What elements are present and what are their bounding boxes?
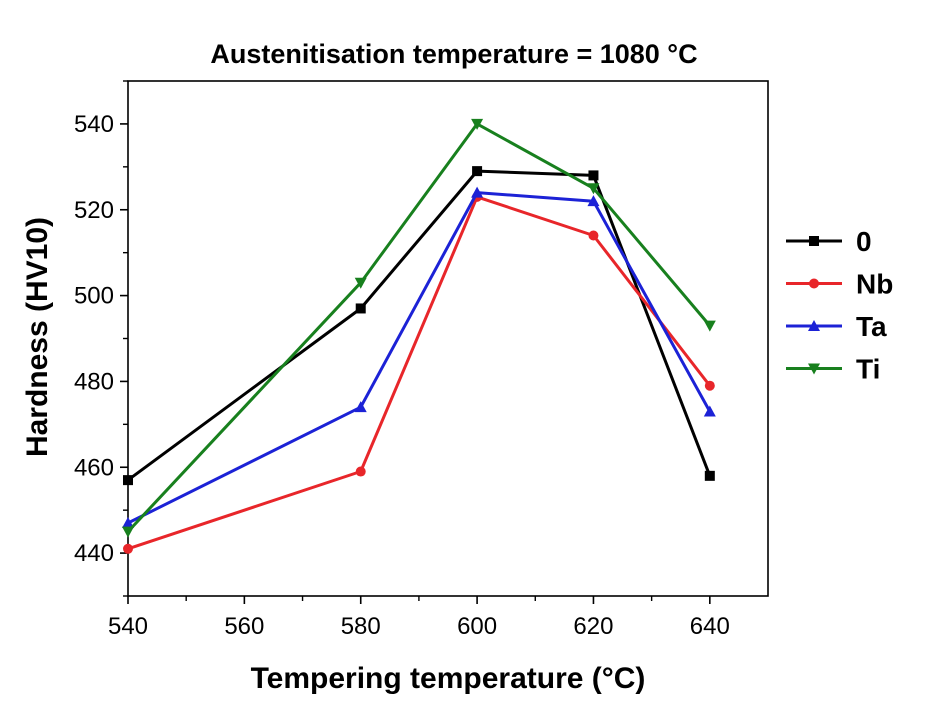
data-point-nb — [588, 230, 599, 241]
legend-marker — [808, 363, 820, 375]
data-point-0 — [123, 475, 133, 486]
x-tick-label: 600 — [457, 613, 497, 640]
y-tick-label: 500 — [74, 283, 114, 310]
data-point-nb — [123, 543, 133, 554]
x-axis-label: Tempering temperature (°C) — [251, 662, 646, 695]
legend-label: Ti — [856, 354, 880, 385]
series-line-ta — [127, 191, 712, 525]
legend-marker — [808, 320, 820, 331]
data-point-0 — [355, 303, 366, 314]
x-axis: 540 560 580 600 620 640 — [108, 596, 730, 640]
data-point-ti — [703, 320, 716, 332]
data-point-nb — [355, 466, 366, 477]
legend: 0 Nb Ta Ti — [786, 226, 893, 385]
data-point-0 — [704, 470, 715, 481]
series-line-ti — [126, 122, 711, 533]
y-tick-label: 440 — [74, 540, 114, 567]
series-line-0 — [127, 169, 712, 482]
x-tick-label: 620 — [573, 613, 613, 640]
y-axis-label: Hardness (HV10) — [21, 217, 54, 457]
y-tick-label: 460 — [74, 454, 114, 481]
data-point-ti — [354, 277, 367, 289]
y-axis: 440 460 480 500 520 540 — [74, 80, 128, 597]
series-ta — [122, 186, 716, 529]
legend-item-0: 0 — [786, 226, 872, 257]
data-point-0 — [588, 170, 599, 181]
legend-label: Nb — [856, 269, 893, 300]
data-point-ta — [354, 401, 367, 413]
legend-marker — [809, 236, 819, 246]
chart-title: Austenitisation temperature = 1080 °C — [210, 39, 697, 69]
data-point-ti — [587, 183, 600, 195]
x-tick-label: 640 — [690, 613, 730, 640]
series-nb — [123, 191, 715, 554]
data-point-ta — [471, 186, 484, 198]
series-0 — [123, 166, 715, 486]
data-point-nb — [704, 380, 715, 391]
x-tick-label: 540 — [108, 613, 148, 640]
y-tick-label: 480 — [74, 368, 114, 395]
legend-marker — [809, 278, 819, 289]
series-layer — [122, 118, 716, 554]
data-point-ta — [122, 517, 134, 529]
y-tick-label: 540 — [74, 111, 114, 138]
series-ti — [122, 118, 716, 538]
legend-label: Ta — [856, 311, 887, 342]
data-point-ta — [587, 195, 600, 207]
legend-item-ti: Ti — [786, 354, 880, 385]
y-tick-label: 520 — [74, 197, 114, 224]
legend-label: 0 — [856, 226, 872, 257]
data-point-0 — [472, 166, 483, 177]
data-point-ta — [703, 405, 716, 417]
legend-item-ta: Ta — [786, 311, 887, 342]
legend-item-nb: Nb — [786, 269, 893, 300]
data-point-ti — [471, 118, 484, 130]
data-point-ti — [122, 526, 134, 538]
x-tick-label: 560 — [224, 613, 264, 640]
x-tick-label: 580 — [341, 613, 381, 640]
